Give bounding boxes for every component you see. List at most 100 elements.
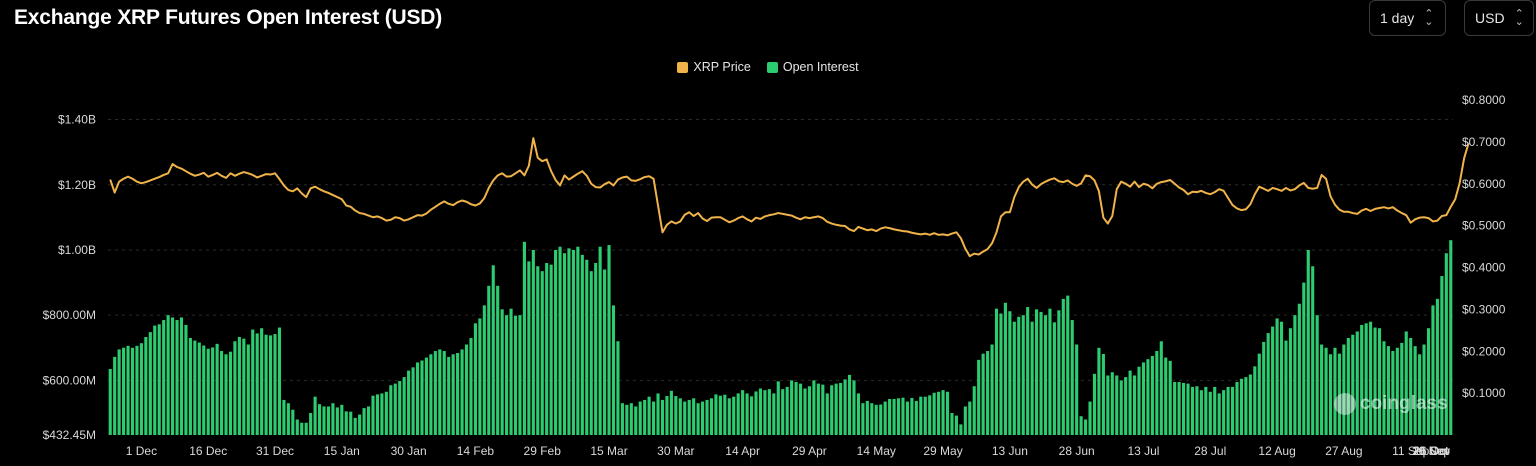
- open-interest-bar: [1190, 386, 1195, 435]
- open-interest-bar: [692, 398, 696, 435]
- open-interest-bar: [469, 337, 473, 435]
- open-interest-bar: [1284, 340, 1288, 435]
- open-interest-bar: [919, 396, 923, 435]
- open-interest-bar: [358, 414, 362, 435]
- open-interest-bar: [643, 399, 647, 435]
- open-interest-bar: [108, 368, 112, 435]
- open-interest-bar: [571, 249, 575, 435]
- open-interest-bar: [785, 386, 789, 435]
- open-interest-bar: [1186, 383, 1190, 435]
- open-interest-bar: [683, 401, 687, 435]
- open-interest-bar: [1342, 344, 1346, 435]
- open-interest-bar: [1137, 366, 1141, 435]
- open-interest-bar: [839, 382, 843, 435]
- open-interest-bar: [1244, 377, 1248, 435]
- x-tick-label: 29 Feb: [524, 444, 562, 458]
- open-interest-bar: [1048, 308, 1052, 435]
- x-tick-label: 27 Aug: [1325, 444, 1362, 458]
- open-interest-bar: [246, 344, 250, 435]
- open-interest-bar: [585, 259, 589, 435]
- open-interest-bar: [130, 347, 135, 435]
- open-interest-bar: [718, 395, 722, 435]
- open-interest-bar: [531, 249, 535, 435]
- open-interest-bar: [309, 412, 313, 435]
- open-interest-bar: [1297, 303, 1301, 435]
- up-down-chevron-icon: ⌃ ⌄: [1514, 8, 1524, 28]
- open-interest-bar: [447, 356, 451, 435]
- chart-legend: XRP Price Open Interest: [0, 60, 1536, 74]
- open-interest-bar: [331, 403, 335, 435]
- open-interest-bar: [910, 397, 914, 435]
- open-interest-bars: [108, 240, 1453, 435]
- open-interest-bar: [741, 390, 745, 435]
- open-interest-bar: [1164, 357, 1168, 435]
- open-interest-bar: [923, 396, 927, 435]
- watermark-text: coinglass: [1360, 393, 1448, 414]
- interval-select[interactable]: 1 day ⌃ ⌄: [1369, 0, 1446, 36]
- open-interest-bar: [763, 390, 767, 435]
- open-interest-bar: [1173, 382, 1177, 435]
- open-interest-bar: [701, 401, 705, 435]
- open-interest-bar: [830, 385, 834, 435]
- open-interest-bar: [322, 406, 326, 435]
- open-interest-bar: [1328, 354, 1333, 435]
- y-tick-label-right: $0.1000: [1462, 386, 1506, 400]
- open-interest-bar: [255, 333, 259, 435]
- x-tick-label: 16 Dec: [189, 444, 227, 458]
- open-interest-bar: [438, 349, 442, 435]
- open-interest-bar: [153, 325, 157, 435]
- x-tick-label: 12 Aug: [1258, 444, 1295, 458]
- open-interest-bar: [749, 396, 754, 435]
- open-interest-bar: [1195, 386, 1199, 435]
- open-interest-bar: [242, 338, 246, 435]
- open-interest-bar: [295, 419, 299, 435]
- legend-item-open-interest[interactable]: Open Interest: [766, 60, 859, 74]
- open-interest-bar: [362, 408, 366, 435]
- x-tick-label: 26 Sep: [1412, 444, 1450, 458]
- open-interest-bar: [794, 382, 798, 435]
- open-interest-bar: [375, 394, 380, 435]
- open-interest-bar: [776, 381, 780, 435]
- open-interest-bar: [1177, 382, 1181, 435]
- open-interest-bar: [705, 399, 709, 435]
- open-interest-bar: [576, 246, 580, 435]
- open-interest-bar: [932, 392, 936, 435]
- open-interest-bar: [981, 353, 985, 435]
- open-interest-bar: [402, 377, 406, 435]
- open-interest-bar: [1449, 240, 1453, 435]
- open-interest-bar: [1079, 416, 1083, 435]
- y-tick-label-left: $800.00M: [43, 308, 96, 322]
- open-interest-bar: [1320, 344, 1324, 435]
- open-interest-bar: [807, 386, 812, 435]
- currency-select[interactable]: USD ⌃ ⌄: [1464, 0, 1534, 36]
- open-interest-bar: [371, 395, 375, 435]
- open-interest-bar: [1373, 327, 1377, 435]
- open-interest-bar: [1052, 322, 1056, 435]
- open-interest-bar: [197, 342, 201, 435]
- y-tick-label-left: $600.00M: [43, 373, 96, 387]
- open-interest-bar: [473, 323, 477, 435]
- open-interest-bar: [736, 393, 740, 435]
- open-interest-bar: [1159, 341, 1163, 435]
- open-interest-bar: [233, 341, 237, 435]
- open-interest-bar: [1181, 382, 1186, 435]
- open-interest-bar: [393, 383, 397, 435]
- legend-label-price: XRP Price: [693, 60, 751, 74]
- open-interest-bar: [977, 359, 981, 435]
- open-interest-bar: [344, 411, 348, 435]
- open-interest-bar: [638, 401, 642, 435]
- open-interest-bar: [286, 403, 290, 435]
- open-interest-bar: [567, 248, 571, 435]
- page-title: Exchange XRP Futures Open Interest (USD): [14, 6, 443, 29]
- open-interest-bar: [1155, 351, 1159, 435]
- x-tick-label: 26 Oct: [1413, 444, 1449, 458]
- open-interest-bar: [117, 349, 121, 435]
- legend-item-price[interactable]: XRP Price: [677, 60, 751, 74]
- open-interest-bar: [1119, 380, 1123, 435]
- open-interest-bar: [1346, 337, 1350, 435]
- open-interest-bar: [273, 334, 277, 435]
- open-interest-bar: [798, 383, 803, 435]
- open-interest-bar: [821, 384, 825, 435]
- open-interest-bar: [847, 374, 852, 435]
